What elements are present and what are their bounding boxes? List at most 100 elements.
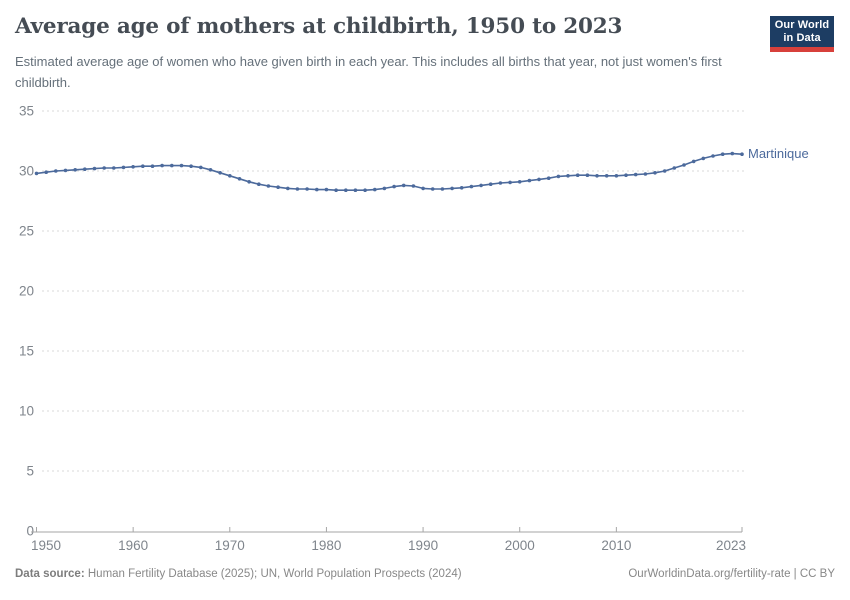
x-tick-label-2023: 2023 (716, 538, 746, 553)
data-point (527, 178, 532, 183)
data-point (92, 166, 97, 171)
data-point (701, 156, 706, 161)
data-point (430, 187, 435, 191)
data-point (373, 187, 377, 192)
data-point (83, 167, 87, 171)
data-point (73, 168, 77, 172)
data-point (286, 186, 290, 191)
data-point (141, 164, 145, 168)
data-point (633, 172, 638, 177)
x-tick-label-1950: 1950 (31, 538, 61, 553)
data-point (237, 177, 242, 181)
x-tick-label-1990: 1990 (408, 538, 438, 553)
data-source-label: Data source: (15, 568, 85, 580)
data-point (566, 174, 570, 178)
data-point (682, 163, 686, 167)
data-point (170, 163, 174, 168)
data-point (179, 163, 184, 168)
data-point (537, 177, 541, 182)
page-title: Average age of mothers at childbirth, 19… (15, 14, 623, 39)
x-tick-label-1980: 1980 (311, 538, 341, 553)
data-point (199, 165, 203, 170)
data-point (208, 168, 213, 172)
data-point (585, 173, 590, 177)
data-point (363, 188, 367, 192)
data-point (643, 172, 648, 176)
data-point (295, 187, 300, 191)
x-tick-label-1970: 1970 (215, 538, 245, 553)
data-source-text: Human Fertility Database (2025); UN, Wor… (84, 568, 462, 580)
owid-logo-line2: in Data (783, 31, 821, 44)
y-tick-label-5: 5 (26, 464, 34, 479)
data-point (160, 163, 164, 168)
data-point (63, 168, 68, 173)
data-point (556, 174, 561, 179)
data-point (247, 180, 251, 184)
y-tick-label-30: 30 (19, 164, 34, 179)
data-point (189, 164, 193, 168)
owid-logo-line1: Our World (774, 18, 830, 31)
data-point (488, 182, 493, 186)
series-label-martinique[interactable]: Martinique (748, 146, 809, 162)
data-point (730, 151, 735, 156)
y-tick-label-20: 20 (19, 284, 34, 299)
data-point (334, 188, 338, 192)
data-point (653, 171, 657, 175)
data-point (353, 188, 358, 192)
data-point (150, 164, 155, 168)
data-point (305, 187, 309, 191)
x-tick-label-2010: 2010 (601, 538, 631, 553)
data-point (720, 152, 725, 156)
data-point (479, 183, 483, 188)
data-point (44, 170, 48, 174)
x-tick-label-2000: 2000 (505, 538, 535, 553)
data-point (508, 180, 512, 185)
data-point (401, 183, 406, 188)
data-point (740, 152, 744, 156)
data-point (421, 186, 425, 191)
data-point (440, 187, 445, 191)
data-point (131, 165, 135, 169)
data-point (624, 173, 628, 177)
data-point (459, 186, 464, 190)
y-tick-label-10: 10 (19, 404, 34, 419)
data-point (392, 184, 396, 189)
data-point (595, 174, 599, 178)
series-line-martinique[interactable] (35, 152, 743, 191)
data-point (112, 166, 116, 170)
data-point (469, 184, 474, 189)
data-point (546, 176, 551, 180)
data-point (102, 166, 106, 170)
y-tick-label-15: 15 (19, 344, 34, 359)
data-point (266, 184, 271, 188)
y-tick-label-35: 35 (19, 104, 34, 119)
data-point (344, 188, 348, 192)
data-point (575, 173, 580, 177)
data-point (257, 182, 261, 186)
chart-footer: Data source: Human Fertility Database (2… (15, 568, 835, 580)
data-point (324, 187, 329, 192)
data-point (382, 186, 387, 191)
data-point (691, 159, 696, 164)
owid-logo[interactable]: Our World in Data (770, 16, 834, 52)
data-point (672, 166, 677, 170)
x-tick-label-1960: 1960 (118, 538, 148, 553)
data-point (450, 186, 454, 191)
data-point (498, 181, 503, 185)
y-tick-label-0: 0 (26, 524, 34, 539)
data-point (54, 169, 58, 173)
data-point (34, 171, 39, 176)
data-point (604, 174, 609, 178)
data-point (218, 171, 222, 175)
data-point (411, 184, 416, 188)
data-point (228, 174, 232, 178)
data-point (711, 154, 715, 158)
y-tick-label-25: 25 (19, 224, 34, 239)
data-point (662, 169, 667, 173)
chart-subtitle: Estimated average age of women who have … (15, 54, 722, 90)
data-point (614, 174, 619, 178)
footer-link[interactable]: OurWorldinData.org/fertility-rate | CC B… (628, 568, 835, 580)
data-point (517, 180, 522, 184)
